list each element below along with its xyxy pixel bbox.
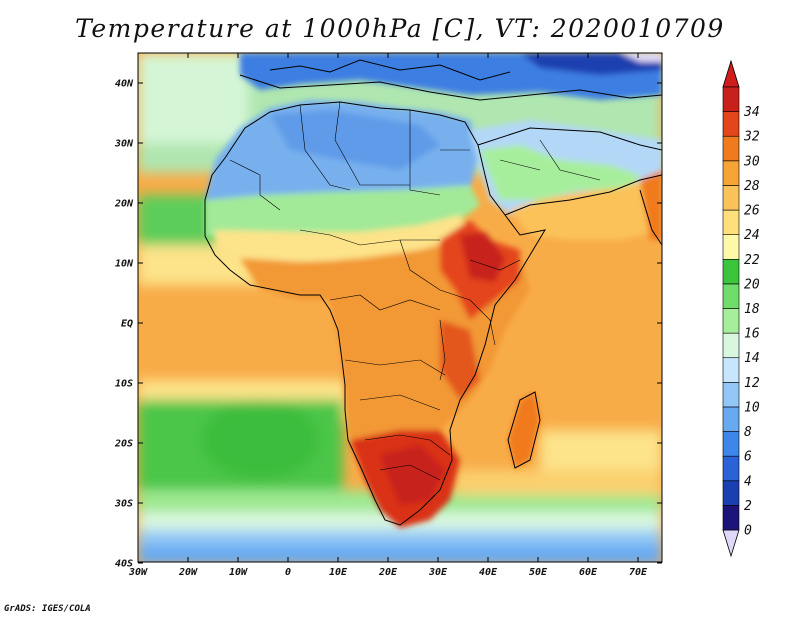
colorbar-label: 28 <box>744 179 760 194</box>
colorbar-over-triangle <box>722 59 740 88</box>
temperature-field <box>138 53 662 562</box>
lat-tick-label: 30N <box>114 139 134 150</box>
lat-tick-label: 10S <box>115 379 133 390</box>
colorbar-label: 16 <box>744 327 760 342</box>
credit-label: GrADS: IGES/COLA <box>4 604 91 614</box>
lat-tick-label: 40N <box>115 79 134 90</box>
colorbar-swatch <box>722 505 740 531</box>
colorbar-label: 18 <box>744 302 760 317</box>
colorbar-swatch <box>722 283 740 309</box>
lon-tick-label: 20W <box>178 567 198 578</box>
colorbar-label: 30 <box>743 154 760 169</box>
colorbar-swatch <box>722 160 740 186</box>
colorbar-swatch <box>722 455 740 482</box>
coastlines <box>204 59 662 526</box>
lon-tick-label: 40E <box>479 567 498 578</box>
latitude-axis: 40N 30N 20N 10N EQ 10S 20S 30S 40S <box>114 79 662 570</box>
colorbar-swatch <box>722 382 740 408</box>
colorbar-swatch <box>722 480 740 506</box>
longitude-axis: 30W 20W 10W 0 10E 20E 30E 40E 50E 60E 70E <box>128 53 648 578</box>
colorbar-label: 34 <box>743 105 760 120</box>
colorbar-under-triangle <box>722 529 740 558</box>
colorbar-label: 12 <box>744 376 760 391</box>
colorbar-swatch <box>722 185 740 211</box>
lon-tick-label: 10E <box>329 567 348 578</box>
colorbar-label: 2 <box>744 499 752 514</box>
map-title: Temperature at 1000hPa [C], VT: 20200107… <box>75 14 725 43</box>
lon-tick-label: 30W <box>128 567 148 578</box>
colorbar-swatch <box>722 209 740 235</box>
lon-tick-label: 20E <box>378 567 398 578</box>
lon-tick-label: 0 <box>285 567 291 578</box>
colorbar-label: 14 <box>744 351 760 366</box>
colorbar-label: 20 <box>744 277 760 292</box>
lat-tick-label: 10N <box>115 259 134 270</box>
colorbar-swatch <box>722 357 740 383</box>
lon-tick-label: 10W <box>229 567 248 578</box>
colorbar-swatch <box>722 308 740 334</box>
country-borders <box>229 101 601 481</box>
colorbar-label: 26 <box>744 204 760 219</box>
lat-tick-label: 40S <box>115 559 133 570</box>
lon-tick-label: 70E <box>629 567 648 578</box>
colorbar-swatch <box>722 431 740 457</box>
colorbar-label: 32 <box>743 130 760 145</box>
colorbar-swatch <box>722 406 740 432</box>
lon-tick-label: 50E <box>529 567 548 578</box>
colorbar-swatch <box>722 234 740 260</box>
colorbar-label: 10 <box>744 400 760 415</box>
lat-tick-label: EQ <box>121 319 133 330</box>
colorbar-label: 8 <box>744 425 752 440</box>
colorbar-swatch <box>722 135 740 162</box>
lon-tick-label: 30E <box>428 567 448 578</box>
lat-tick-label: 30S <box>114 499 133 510</box>
colorbar-swatch <box>722 332 740 359</box>
plot-frame <box>137 52 663 563</box>
colorbar-label: 0 <box>744 524 752 539</box>
colorbar-label: 22 <box>744 253 760 268</box>
colorbar-label: 4 <box>744 474 752 489</box>
colorbar-swatch <box>722 86 740 112</box>
colorbar-label: 24 <box>744 228 760 243</box>
colorbar-label: 6 <box>744 450 752 465</box>
lat-tick-label: 20S <box>114 439 133 450</box>
colorbar-swatch <box>722 258 740 285</box>
colorbar-swatch <box>722 111 740 137</box>
lon-tick-label: 60E <box>579 567 598 578</box>
lat-tick-label: 20N <box>114 199 134 210</box>
